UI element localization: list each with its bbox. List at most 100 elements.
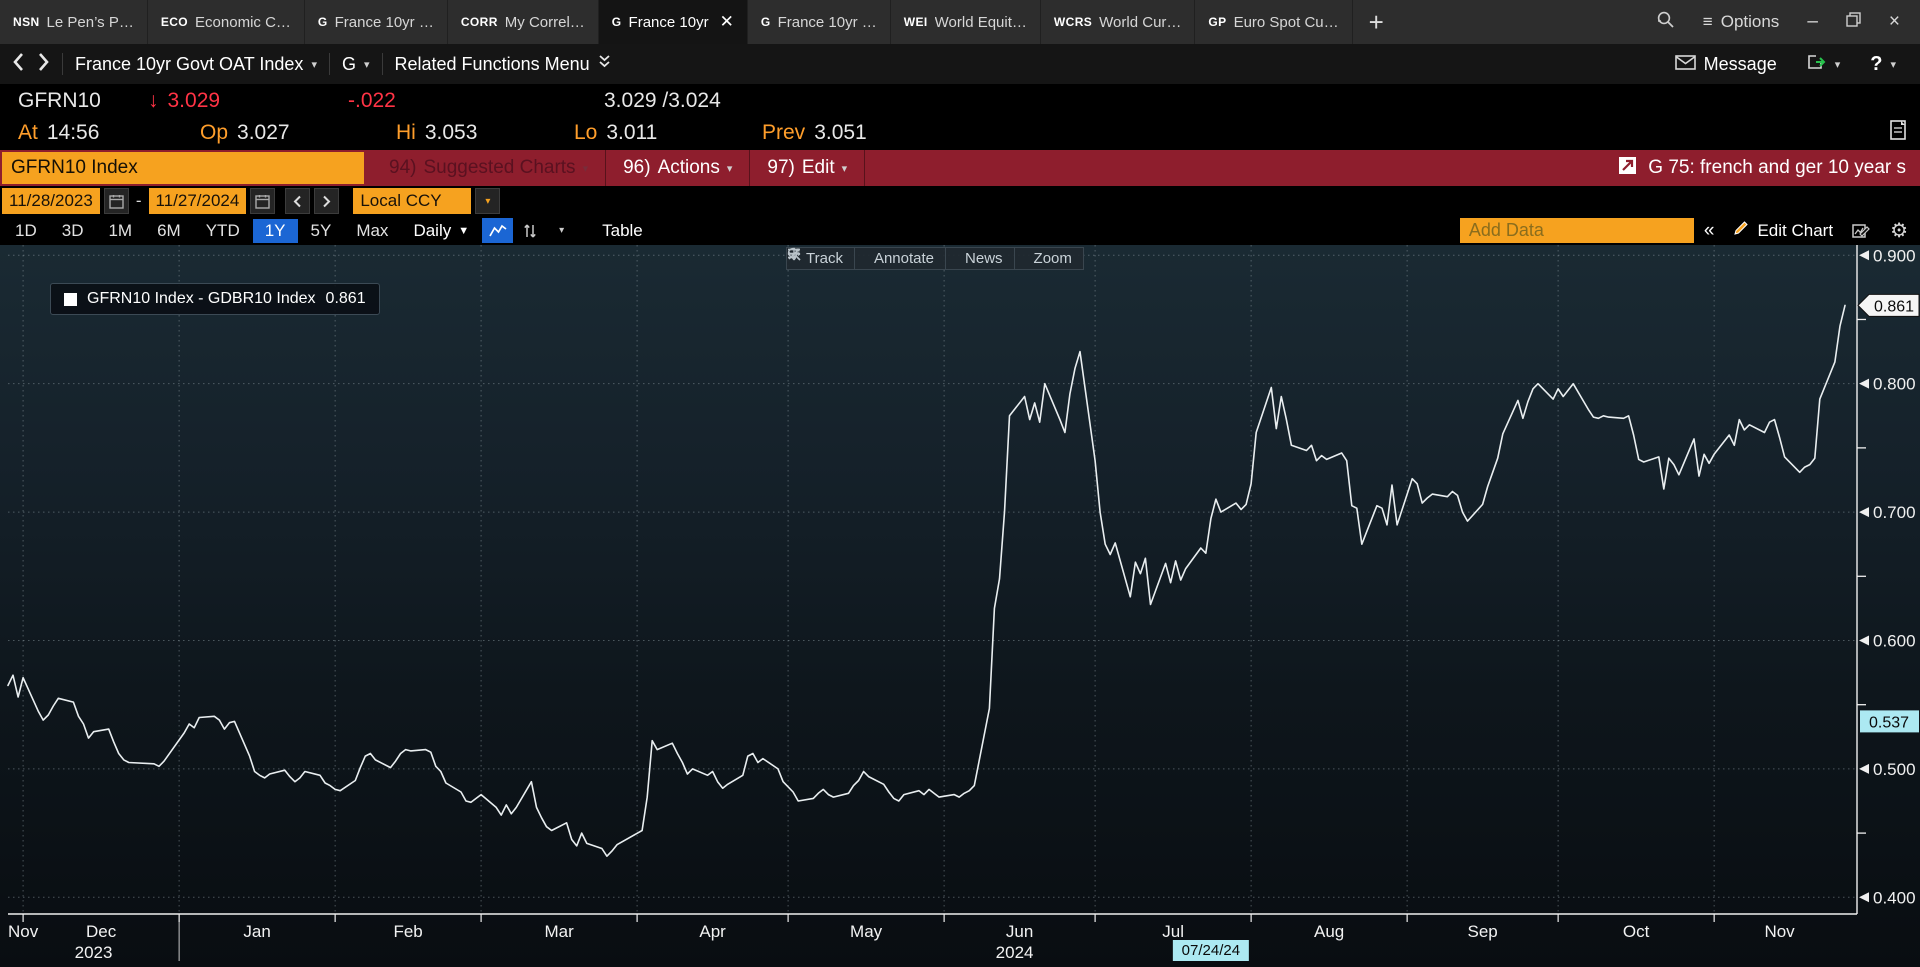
chart-tool-buttons: Track Annotate News Zoom: [786, 247, 1084, 270]
quote-montage-icon[interactable]: [1888, 119, 1920, 147]
tool-label: Zoom: [1033, 250, 1072, 267]
tab-label: Euro Spot Cu…: [1233, 13, 1339, 31]
date-to-field[interactable]: 11/27/2024: [148, 188, 247, 214]
svg-text:Nov: Nov: [1764, 922, 1795, 941]
help-menu[interactable]: ? ▾: [1870, 53, 1896, 76]
tab-wcrs-7[interactable]: WCRS World Cur…: [1041, 0, 1196, 44]
chart-canvas[interactable]: 0.400 0.500 0.600 0.700 0.800 0.900 Nov Dec Jan F…: [0, 245, 1920, 967]
tab-label: France 10yr …: [334, 13, 434, 31]
export-button[interactable]: ▾: [1807, 53, 1840, 75]
restore-button[interactable]: [1846, 12, 1861, 32]
gear-icon[interactable]: ⚙: [1890, 220, 1908, 242]
range-back-button[interactable]: [285, 188, 311, 214]
tab-label: France 10yr …: [777, 13, 877, 31]
chevron-down-icon: ▾: [311, 58, 317, 71]
options-button[interactable]: ≡ Options: [1703, 12, 1780, 32]
price-change: -.022: [348, 89, 396, 112]
tab-prefix: WEI: [903, 15, 928, 29]
tab-prefix: WCRS: [1053, 15, 1093, 29]
launch-icon[interactable]: [1618, 156, 1637, 181]
back-button[interactable]: [12, 52, 25, 77]
currency-dropdown-button[interactable]: ▾: [475, 188, 501, 214]
vertical-gridlines: [22, 245, 1715, 914]
tool-annotate-button[interactable]: Annotate: [788, 247, 947, 270]
period-button-3d[interactable]: 3D: [50, 219, 96, 243]
quote-line-2: At 14:56 Op 3.027 Hi 3.053 Lo 3.011 Prev 3.05…: [0, 115, 1920, 150]
security-menu[interactable]: France 10yr Govt OAT Index ▾: [75, 54, 317, 75]
function-menu: 94) Suggested Charts ▾ 96) Actions ▾ 97) Edit ▾: [372, 150, 866, 186]
collapse-panel-button[interactable]: «: [1703, 219, 1715, 241]
tool-track-button[interactable]: Track: [786, 247, 855, 270]
currency-select[interactable]: Local CCY: [353, 188, 472, 214]
frequency-select[interactable]: Daily ▼: [401, 219, 481, 243]
minimize-button[interactable]: –: [1807, 11, 1818, 32]
tab-g-5[interactable]: G France 10yr …: [748, 0, 891, 44]
line-chart-type-button[interactable]: [482, 218, 514, 243]
chevron-down-icon: ▾: [363, 58, 370, 71]
table-button[interactable]: Table: [588, 219, 657, 243]
tool-zoom-button[interactable]: Zoom: [787, 247, 1084, 270]
svg-text:0.537: 0.537: [1869, 714, 1909, 731]
tab-wei-6[interactable]: WEI World Equit…: [891, 0, 1041, 44]
message-button[interactable]: Message: [1674, 54, 1777, 75]
tab-prefix: CORR: [460, 15, 498, 29]
tool-news-button[interactable]: News: [788, 247, 1015, 270]
svg-text:0.800: 0.800: [1873, 375, 1916, 394]
svg-text:Feb: Feb: [393, 922, 422, 941]
chart-options-icon[interactable]: [1843, 223, 1880, 239]
tab-prefix: G: [317, 15, 328, 29]
svg-text:Nov: Nov: [8, 922, 39, 941]
function-code-menu[interactable]: G ▾: [342, 54, 370, 75]
period-button-1d[interactable]: 1D: [3, 219, 49, 243]
menu-item-edit[interactable]: 97) Edit ▾: [750, 150, 866, 186]
date-range-bar: 11/28/2023 - 11/27/2024 Local CCY ▾: [0, 186, 1920, 216]
svg-text:0.861: 0.861: [1874, 298, 1914, 315]
series-legend[interactable]: GFRN10 Index - GDBR10 Index 0.861: [50, 283, 380, 315]
down-arrow-icon: ↓: [148, 89, 159, 112]
chart-type-dropdown[interactable]: ▾: [546, 218, 577, 243]
related-functions-menu[interactable]: Related Functions Menu: [395, 54, 611, 75]
security-input[interactable]: [2, 152, 364, 184]
svg-text:Apr: Apr: [699, 922, 726, 941]
security-menu-label: France 10yr Govt OAT Index: [75, 53, 304, 74]
calendar-icon[interactable]: [103, 188, 129, 214]
tab-label: My Correl…: [504, 13, 585, 31]
search-icon[interactable]: [1656, 10, 1675, 34]
tab-prefix: G: [760, 15, 771, 29]
tab-close-icon[interactable]: ✕: [719, 12, 734, 31]
menu-icon: ≡: [1702, 12, 1713, 31]
tab-gp-8[interactable]: GP Euro Spot Cu…: [1195, 0, 1353, 44]
legend-label: GFRN10 Index - GDBR10 Index: [87, 290, 316, 307]
tab-prefix: G: [611, 15, 622, 29]
tab-eco-1[interactable]: ECO Economic C…: [148, 0, 305, 44]
close-button[interactable]: ×: [1888, 11, 1900, 32]
menu-item-suggested-charts[interactable]: 94) Suggested Charts ▾: [372, 150, 607, 186]
new-tab-button[interactable]: +: [1353, 0, 1400, 44]
series-line: [7, 304, 1846, 857]
period-button-1y[interactable]: 1Y: [252, 218, 298, 243]
edit-chart-button[interactable]: Edit Chart: [1724, 220, 1842, 241]
tab-g-4[interactable]: G France 10yr ✕: [598, 0, 748, 44]
menu-item-label: Edit: [801, 157, 835, 178]
tab-g-2[interactable]: G France 10yr …: [305, 0, 448, 44]
period-button-1m[interactable]: 1M: [96, 219, 144, 243]
forward-button[interactable]: [37, 52, 50, 77]
calendar-icon[interactable]: [250, 188, 276, 214]
tab-corr-3[interactable]: CORR My Correl…: [448, 0, 599, 44]
period-button-6m[interactable]: 6M: [145, 219, 193, 243]
period-button-max[interactable]: Max: [344, 219, 400, 243]
range-forward-button[interactable]: [314, 188, 340, 214]
add-data-input[interactable]: [1459, 218, 1694, 243]
quote-line-1: GFRN10 ↓ 3.029 -.022 3.029 /3.024: [0, 84, 1920, 115]
bar-interval-button[interactable]: [514, 218, 545, 243]
tab-nsn-0[interactable]: NSN Le Pen’s P…: [0, 0, 148, 44]
y-axis-labels: 0.400 0.500 0.600 0.700 0.800 0.900: [1857, 246, 1916, 907]
svg-text:Dec: Dec: [86, 922, 117, 941]
low-label: Lo: [574, 120, 598, 144]
menu-item-actions[interactable]: 96) Actions ▾: [606, 150, 751, 186]
period-button-ytd[interactable]: YTD: [194, 219, 252, 243]
date-from-field[interactable]: 11/28/2023: [2, 188, 100, 214]
period-button-5y[interactable]: 5Y: [299, 219, 344, 243]
